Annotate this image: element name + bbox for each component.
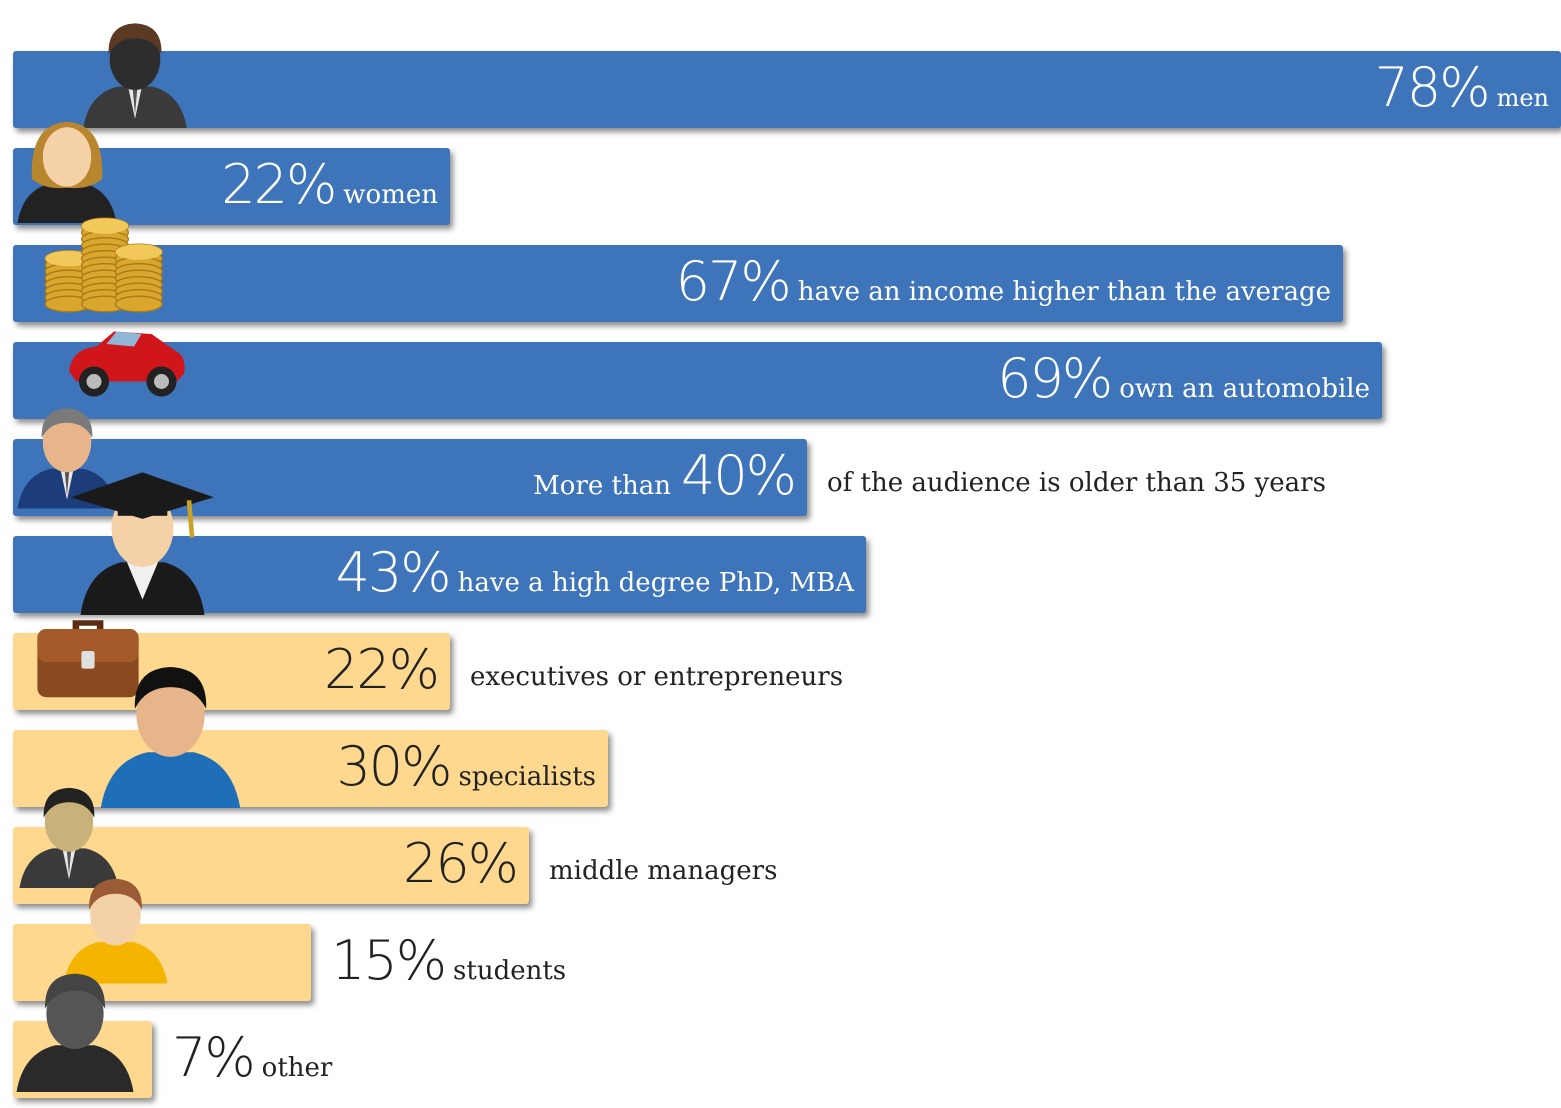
percent-label: 22%	[221, 153, 337, 216]
bar-4	[13, 342, 1382, 419]
briefcase-icon	[13, 596, 163, 706]
bar-label-7: 22%	[323, 638, 440, 720]
bar-label-8: 30% specialists	[336, 740, 596, 817]
superhero-icon	[78, 653, 263, 808]
bar-label-5: More than 40%	[533, 444, 797, 526]
bar-label-6: 43% have a high degree PhD, MBA	[336, 546, 854, 623]
bar-3	[13, 245, 1343, 322]
percent-label: 43%	[335, 541, 452, 604]
anonymous-person-icon	[10, 957, 140, 1097]
bar-label-3: 67% have an income higher than the averag…	[676, 255, 1331, 332]
label-text: men	[1496, 84, 1549, 112]
label-prefix: More than	[533, 471, 671, 501]
bar-label-10: 15% students	[331, 934, 566, 1011]
percent-label: 69%	[997, 347, 1113, 410]
percent-label: 78%	[1374, 56, 1491, 119]
label-text: have a high degree PhD, MBA	[457, 568, 854, 598]
manager-man-icon	[14, 763, 124, 903]
percent-label: 30%	[336, 735, 452, 798]
label-text: women	[343, 180, 438, 210]
label-text: middle managers	[549, 856, 778, 886]
bar-label-1: 78% men	[1375, 61, 1549, 138]
coin-stacks-icon	[30, 187, 180, 317]
graduate-cap-icon	[60, 460, 225, 615]
businessman-icon	[55, 13, 215, 128]
bar-label-2: 22% women	[221, 158, 438, 235]
label-text: of the audience is older than 35 years	[827, 468, 1326, 498]
percent-label: 67%	[675, 250, 792, 313]
bar-label-4: 69% own an automobile	[997, 352, 1370, 429]
bar-label-11: 7% other	[172, 1031, 332, 1108]
businesswoman-icon	[12, 108, 122, 228]
percent-label: 40%	[680, 444, 797, 507]
red-convertible-car-icon	[14, 294, 239, 419]
percent-label: 15%	[331, 929, 447, 992]
percent-label: 26%	[402, 832, 519, 895]
label-text: specialists	[458, 762, 596, 792]
label-text: have an income higher than the average	[797, 277, 1331, 307]
label-text: other	[261, 1053, 333, 1083]
label-text: own an automobile	[1119, 374, 1370, 404]
bar-1	[13, 51, 1561, 128]
percent-label: 7%	[172, 1026, 256, 1089]
label-text: students	[453, 956, 567, 986]
label-text: executives or entrepreneurs	[470, 662, 844, 692]
percent-label: 22%	[323, 638, 440, 701]
bar-label-9: 26%	[402, 832, 519, 914]
student-person-icon	[58, 856, 173, 996]
